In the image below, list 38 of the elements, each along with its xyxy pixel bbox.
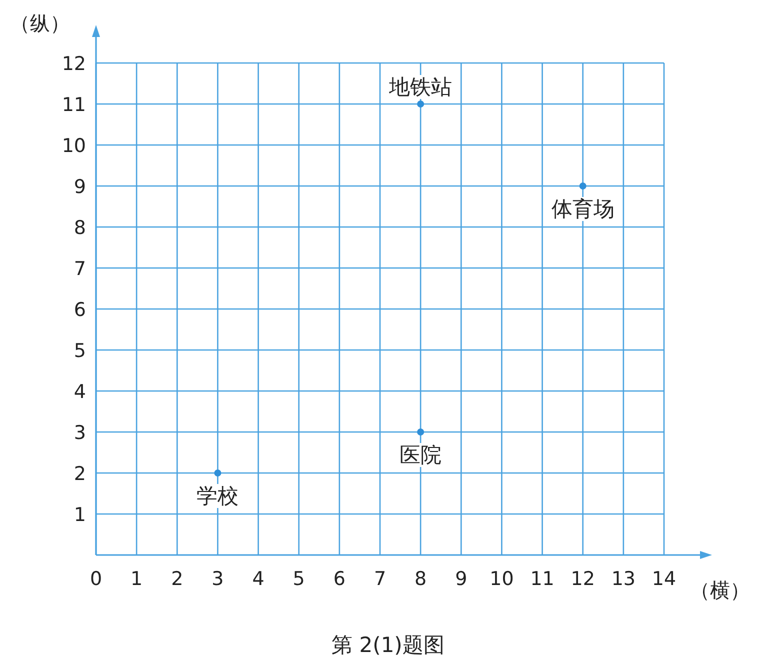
y-tick-label: 2 — [74, 463, 86, 485]
x-tick-label: 1 — [130, 568, 143, 590]
text: 第 2(1)题图 — [332, 633, 444, 657]
y-tick-label: 3 — [74, 422, 86, 444]
y-tick-label: 12 — [62, 53, 86, 75]
x-tick-label: 4 — [252, 568, 264, 590]
y-tick-label: 6 — [74, 299, 86, 321]
y-axis-title: （纵） — [10, 11, 70, 35]
y-tick-label: 10 — [62, 135, 86, 157]
annotation: 学校 — [196, 484, 239, 508]
x-tick-label: 12 — [570, 568, 595, 590]
x-tick-label: 7 — [374, 568, 386, 590]
x-tick-label: 14 — [652, 568, 676, 590]
point — [579, 182, 586, 190]
y-tick-label: 5 — [74, 340, 86, 362]
x-tick-label: 0 — [90, 568, 102, 590]
y-tick-label: 11 — [62, 94, 86, 116]
point — [214, 470, 222, 476]
x-tick-label: 13 — [611, 568, 636, 590]
x-tick-label: 5 — [292, 568, 305, 590]
y-tick-label: 9 — [74, 176, 86, 198]
annotation: 医院 — [400, 443, 442, 467]
annotation: 地铁站 — [388, 75, 452, 99]
x-tick-label: 10 — [490, 568, 514, 590]
annotation: 体育场 — [551, 197, 614, 221]
y-tick-label: 1 — [74, 504, 86, 526]
x-tick-label: 6 — [333, 568, 346, 590]
y-tick-label: 7 — [74, 258, 86, 280]
x-tick-label: 11 — [530, 568, 554, 590]
x-axis-title: （横） — [690, 578, 750, 602]
x-tick-label: 9 — [455, 568, 468, 590]
x-tick-label: 8 — [414, 568, 427, 590]
point — [417, 100, 424, 108]
y-tick-label: 8 — [74, 217, 86, 239]
y-tick-label: 4 — [74, 381, 86, 403]
x-tick-label: 2 — [171, 568, 184, 590]
x-tick-label: 3 — [212, 568, 224, 590]
point — [417, 428, 424, 436]
